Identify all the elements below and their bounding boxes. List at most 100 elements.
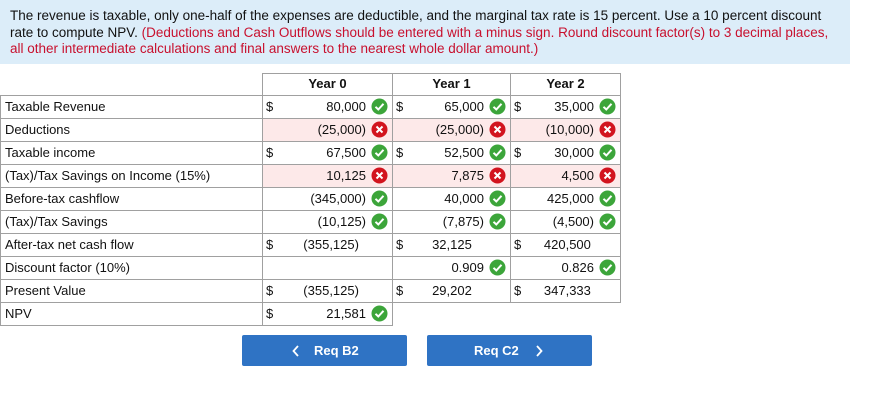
incorrect-icon: [599, 167, 616, 184]
row-label: (Tax)/Tax Savings on Income (15%): [0, 164, 263, 188]
correct-icon: [489, 259, 506, 276]
prev-button[interactable]: Req B2: [242, 335, 407, 366]
row-label: Taxable Revenue: [0, 95, 263, 119]
value-cell: (7,875): [392, 210, 511, 234]
next-label: Req C2: [474, 343, 519, 358]
incorrect-icon: [489, 167, 506, 184]
correct-icon: [489, 144, 506, 161]
chevron-left: [292, 345, 299, 357]
value-cell: (345,000): [262, 187, 393, 211]
amount: (345,000): [310, 191, 366, 206]
amount: 67,500: [326, 145, 366, 160]
correct-icon: [599, 259, 616, 276]
currency-sign: $: [514, 237, 522, 252]
value-cell: (10,000): [510, 118, 621, 142]
correct-icon: [489, 98, 506, 115]
amount: 21,581: [326, 306, 366, 321]
currency-sign: $: [266, 283, 274, 298]
row-label: Deductions: [0, 118, 263, 142]
value-cell: (4,500): [510, 210, 621, 234]
row-label: (Tax)/Tax Savings: [0, 210, 263, 234]
currency-sign: $: [396, 237, 404, 252]
value-cell: (10,125): [262, 210, 393, 234]
amount: 347,333: [543, 283, 591, 298]
next-button[interactable]: Req C2: [427, 335, 592, 366]
currency-sign: $: [396, 99, 404, 114]
amount: (4,500): [552, 214, 594, 229]
correct-icon: [599, 98, 616, 115]
prev-label: Req B2: [314, 343, 359, 358]
value-cell: (25,000): [392, 118, 511, 142]
correct-icon: [489, 213, 506, 230]
value-cell: 7,875: [392, 164, 511, 188]
currency-sign: $: [514, 99, 522, 114]
amount: 35,000: [554, 99, 594, 114]
value-cell: $21,581: [262, 302, 393, 326]
value-cell: $35,000: [510, 95, 621, 119]
correct-icon: [599, 144, 616, 161]
amount: (355,125): [303, 237, 359, 252]
instructions: The revenue is taxable, only one-half of…: [0, 0, 850, 64]
value-cell: 0.826: [510, 256, 621, 280]
value-cell: $65,000: [392, 95, 511, 119]
amount: 30,000: [554, 145, 594, 160]
amount: 29,202: [432, 283, 472, 298]
value-cell: $30,000: [510, 141, 621, 165]
amount: 10,125: [326, 168, 366, 183]
currency-sign: $: [514, 283, 522, 298]
column-header: Year 1: [392, 73, 511, 96]
amount: (25,000): [435, 122, 484, 137]
instruction-text: The revenue is taxable, only one-half of…: [10, 8, 822, 40]
instruction-note: (Deductions and Cash Outflows should be …: [10, 24, 829, 57]
amount: 4,500: [561, 168, 594, 183]
correct-icon: [371, 213, 388, 230]
value-cell: $52,500: [392, 141, 511, 165]
currency-sign: $: [266, 99, 274, 114]
amount: 65,000: [444, 99, 484, 114]
amount: (25,000): [317, 122, 366, 137]
correct-icon: [599, 213, 616, 230]
correct-icon: [371, 144, 388, 161]
value-cell: $29,202: [392, 279, 511, 303]
amount: 7,875: [451, 168, 484, 183]
value-cell: $67,500: [262, 141, 393, 165]
currency-sign: $: [266, 306, 274, 321]
correct-icon: [371, 190, 388, 207]
row-label: Taxable income: [0, 141, 263, 165]
amount: 40,000: [444, 191, 484, 206]
value-cell: 10,125: [262, 164, 393, 188]
correct-icon: [489, 190, 506, 207]
correct-icon: [371, 305, 388, 322]
incorrect-icon: [371, 167, 388, 184]
amount: (10,125): [317, 214, 366, 229]
value-cell: 40,000: [392, 187, 511, 211]
amount: (7,875): [442, 214, 484, 229]
currency-sign: $: [396, 145, 404, 160]
correct-icon: [371, 98, 388, 115]
row-label: After-tax net cash flow: [0, 233, 263, 257]
value-cell: $347,333: [510, 279, 621, 303]
value-cell: $80,000: [262, 95, 393, 119]
amount: 80,000: [326, 99, 366, 114]
currency-sign: $: [514, 145, 522, 160]
column-header: Year 2: [510, 73, 621, 96]
currency-sign: $: [266, 237, 274, 252]
chevron-right: [536, 345, 543, 357]
incorrect-icon: [599, 121, 616, 138]
correct-icon: [599, 190, 616, 207]
currency-sign: $: [266, 145, 274, 160]
value-cell: $ (355,125): [262, 233, 393, 257]
incorrect-icon: [489, 121, 506, 138]
row-label: NPV: [0, 302, 263, 326]
amount: 425,000: [547, 191, 594, 206]
amount: 0.909: [451, 260, 484, 275]
value-cell: 425,000: [510, 187, 621, 211]
amount: (10,000): [545, 122, 594, 137]
amount: (355,125): [303, 283, 359, 298]
value-cell: (25,000): [262, 118, 393, 142]
amount: 32,125: [432, 237, 472, 252]
value-cell: $ (355,125): [262, 279, 393, 303]
value-cell: $420,500: [510, 233, 621, 257]
value-cell: [262, 256, 393, 280]
